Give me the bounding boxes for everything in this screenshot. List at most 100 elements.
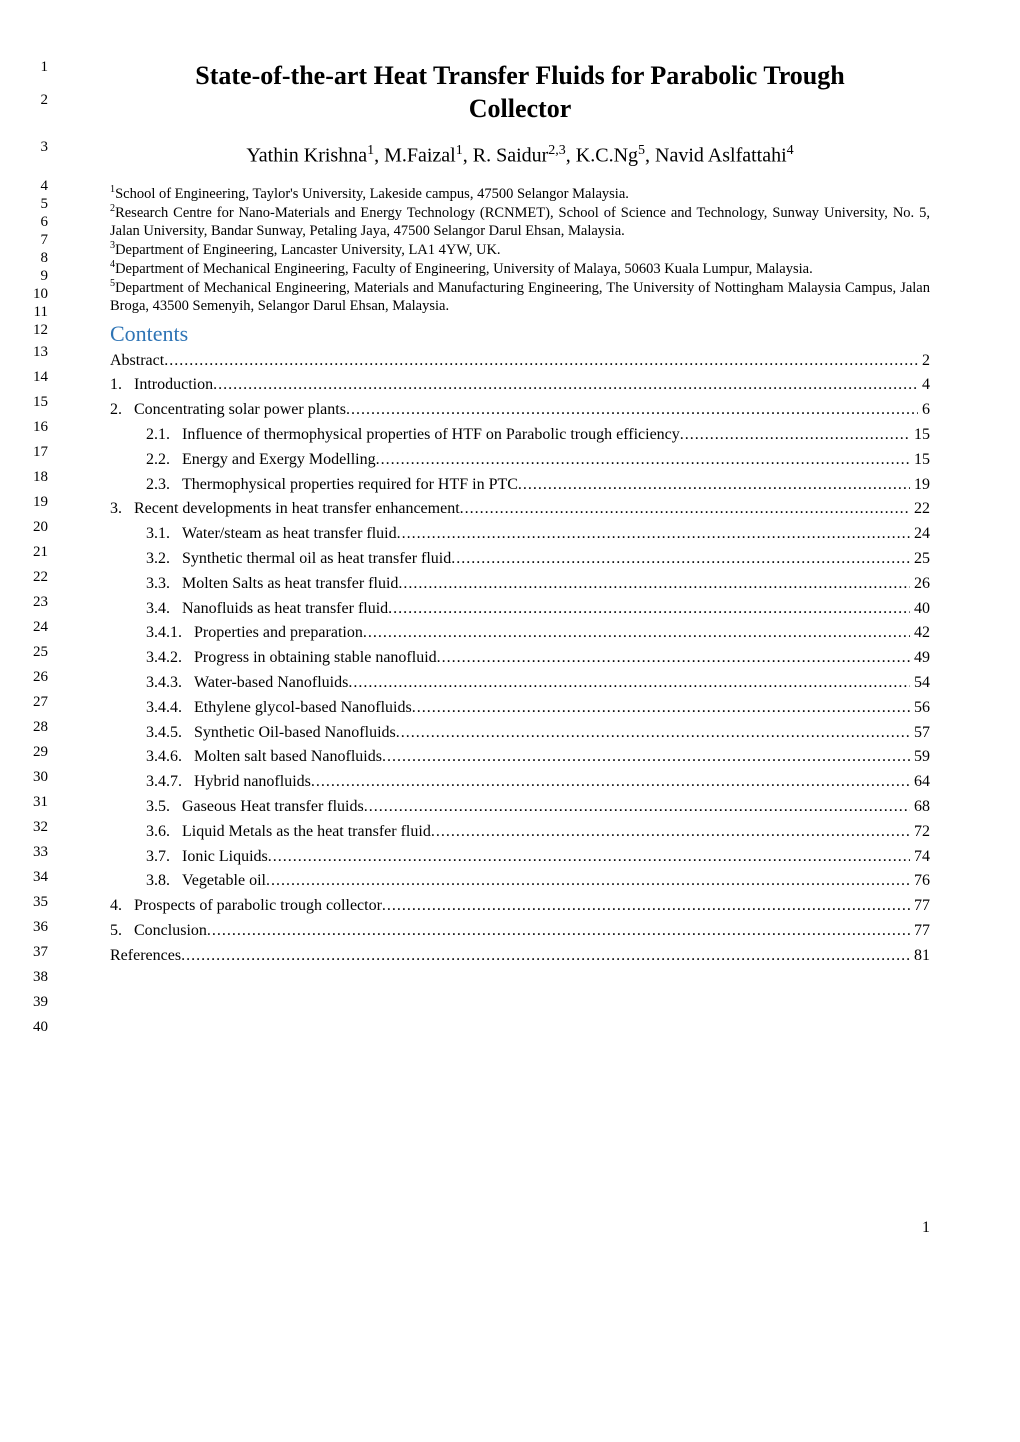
line-number: 16 bbox=[18, 420, 48, 435]
toc-page: 72 bbox=[910, 820, 930, 845]
line-number: 15 bbox=[18, 395, 48, 410]
toc-entry: 3.2. Synthetic thermal oil as heat trans… bbox=[110, 547, 930, 572]
toc-page: 57 bbox=[910, 721, 930, 746]
line-number: 32 bbox=[18, 820, 48, 835]
toc-entry: 3.3. Molten Salts as heat transfer fluid… bbox=[110, 572, 930, 597]
line-number: 19 bbox=[18, 495, 48, 510]
toc-leader-dots bbox=[396, 721, 910, 746]
toc-leader-dots bbox=[268, 845, 910, 870]
toc-title: Ethylene glycol-based Nanofluids bbox=[194, 696, 412, 721]
line-number: 7 bbox=[18, 233, 48, 248]
affiliation-line: 1School of Engineering, Taylor's Univers… bbox=[110, 184, 930, 203]
line-number: 17 bbox=[18, 445, 48, 460]
line-number: 14 bbox=[18, 370, 48, 385]
toc-entry: 2.1. Influence of thermophysical propert… bbox=[110, 423, 930, 448]
line-number: 2 bbox=[18, 93, 48, 108]
toc-number: 3.4.7. bbox=[146, 770, 194, 795]
line-number: 33 bbox=[18, 845, 48, 860]
line-number: 4 bbox=[18, 179, 48, 194]
affiliation-line: 4Department of Mechanical Engineering, F… bbox=[110, 259, 930, 278]
toc-number: 4. bbox=[110, 894, 134, 919]
toc-entry: 3.4.3. Water-based Nanofluids 54 bbox=[110, 671, 930, 696]
line-number: 23 bbox=[18, 595, 48, 610]
line-number: 5 bbox=[18, 197, 48, 212]
toc-entry: 3.4.1. Properties and preparation 42 bbox=[110, 621, 930, 646]
toc-page: 74 bbox=[910, 845, 930, 870]
toc-number: 3. bbox=[110, 497, 134, 522]
toc-title: Hybrid nanofluids bbox=[194, 770, 311, 795]
toc-leader-dots bbox=[207, 919, 910, 944]
toc-page: 22 bbox=[910, 497, 930, 522]
toc-number: 3.4.5. bbox=[146, 721, 194, 746]
toc-number: 3.7. bbox=[146, 845, 182, 870]
line-number: 25 bbox=[18, 645, 48, 660]
line-number: 1 bbox=[18, 60, 48, 75]
toc-title: Thermophysical properties required for H… bbox=[182, 473, 518, 498]
line-number: 18 bbox=[18, 470, 48, 485]
toc-entry: 3. Recent developments in heat transfer … bbox=[110, 497, 930, 522]
toc-title: Concentrating solar power plants bbox=[134, 398, 346, 423]
line-number: 34 bbox=[18, 870, 48, 885]
toc-leader-dots bbox=[437, 646, 910, 671]
authors-line: Yathin Krishna1, M.Faizal1, R. Saidur2,3… bbox=[110, 143, 930, 168]
toc-title: Liquid Metals as the heat transfer fluid bbox=[182, 820, 431, 845]
toc-leader-dots bbox=[376, 448, 910, 473]
line-number: 8 bbox=[18, 251, 48, 266]
line-number: 37 bbox=[18, 945, 48, 960]
toc-leader-dots bbox=[181, 944, 910, 969]
toc-page: 19 bbox=[910, 473, 930, 498]
toc-number: 3.3. bbox=[146, 572, 182, 597]
toc-title: Progress in obtaining stable nanofluid bbox=[194, 646, 437, 671]
line-number: 38 bbox=[18, 970, 48, 985]
line-number: 22 bbox=[18, 570, 48, 585]
line-number: 9 bbox=[18, 269, 48, 284]
line-number: 30 bbox=[18, 770, 48, 785]
toc-page: 64 bbox=[910, 770, 930, 795]
toc-leader-dots bbox=[398, 572, 910, 597]
line-number: 40 bbox=[18, 1020, 48, 1035]
toc-entry: 3.4.4. Ethylene glycol-based Nanofluids … bbox=[110, 696, 930, 721]
toc-page: 2 bbox=[918, 349, 930, 374]
toc-leader-dots bbox=[431, 820, 910, 845]
toc-number: 3.4. bbox=[146, 597, 182, 622]
toc-number: 2.3. bbox=[146, 473, 182, 498]
affiliations-block: 1School of Engineering, Taylor's Univers… bbox=[110, 184, 930, 315]
line-number: 27 bbox=[18, 695, 48, 710]
line-number: 6 bbox=[18, 215, 48, 230]
toc-title: Molten salt based Nanofluids bbox=[194, 745, 382, 770]
toc-title: Vegetable oil bbox=[182, 869, 266, 894]
line-number: 28 bbox=[18, 720, 48, 735]
toc-entry: 2.2. Energy and Exergy Modelling 15 bbox=[110, 448, 930, 473]
table-of-contents: Abstract 21. Introduction 42. Concentrat… bbox=[110, 349, 930, 969]
toc-title: Prospects of parabolic trough collector bbox=[134, 894, 382, 919]
toc-entry: 3.4.6. Molten salt based Nanofluids 59 bbox=[110, 745, 930, 770]
line-number: 10 bbox=[18, 287, 48, 302]
toc-title: Synthetic thermal oil as heat transfer f… bbox=[182, 547, 451, 572]
line-number: 26 bbox=[18, 670, 48, 685]
title-line-1: State-of-the-art Heat Transfer Fluids fo… bbox=[195, 61, 844, 90]
line-number: 21 bbox=[18, 545, 48, 560]
toc-number: 3.8. bbox=[146, 869, 182, 894]
affiliation-line: 3Department of Engineering, Lancaster Un… bbox=[110, 240, 930, 259]
line-number: 13 bbox=[18, 345, 48, 360]
toc-page: 59 bbox=[910, 745, 930, 770]
toc-leader-dots bbox=[364, 795, 910, 820]
toc-leader-dots bbox=[164, 349, 918, 374]
page-number: 1 bbox=[110, 1219, 930, 1237]
toc-number: 3.4.4. bbox=[146, 696, 194, 721]
affiliation-line: 5Department of Mechanical Engineering, M… bbox=[110, 278, 930, 315]
toc-page: 40 bbox=[910, 597, 930, 622]
toc-leader-dots bbox=[460, 497, 910, 522]
toc-title: Energy and Exergy Modelling bbox=[182, 448, 376, 473]
line-number: 31 bbox=[18, 795, 48, 810]
toc-number: 3.4.3. bbox=[146, 671, 194, 696]
toc-number: 3.4.6. bbox=[146, 745, 194, 770]
toc-entry: 3.8. Vegetable oil 76 bbox=[110, 869, 930, 894]
toc-entry: 5. Conclusion 77 bbox=[110, 919, 930, 944]
toc-entry: 3.7. Ionic Liquids 74 bbox=[110, 845, 930, 870]
line-number: 24 bbox=[18, 620, 48, 635]
contents-heading: Contents bbox=[110, 321, 930, 347]
toc-page: 6 bbox=[918, 398, 930, 423]
line-number: 3 bbox=[18, 140, 48, 155]
toc-leader-dots bbox=[346, 398, 918, 423]
